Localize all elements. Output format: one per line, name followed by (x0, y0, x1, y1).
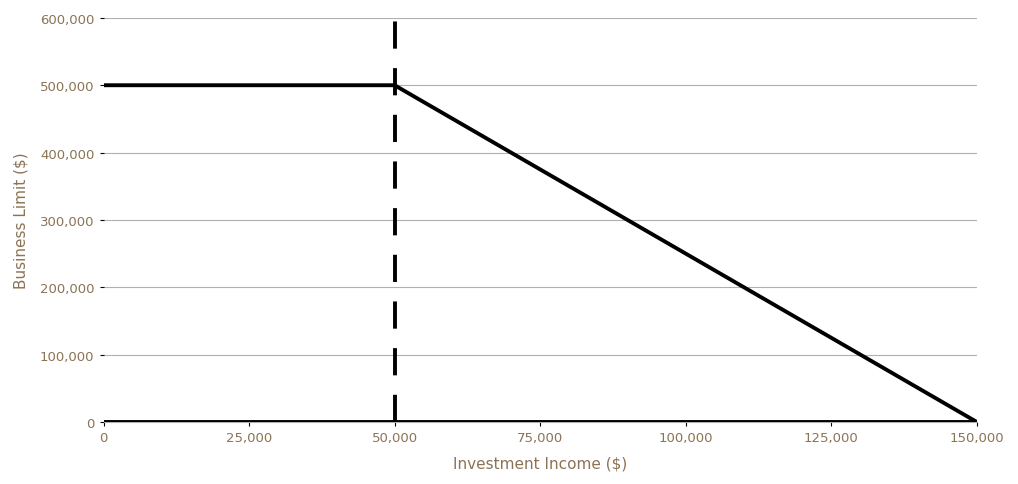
X-axis label: Investment Income ($): Investment Income ($) (453, 455, 627, 470)
Y-axis label: Business Limit ($): Business Limit ($) (14, 152, 29, 288)
